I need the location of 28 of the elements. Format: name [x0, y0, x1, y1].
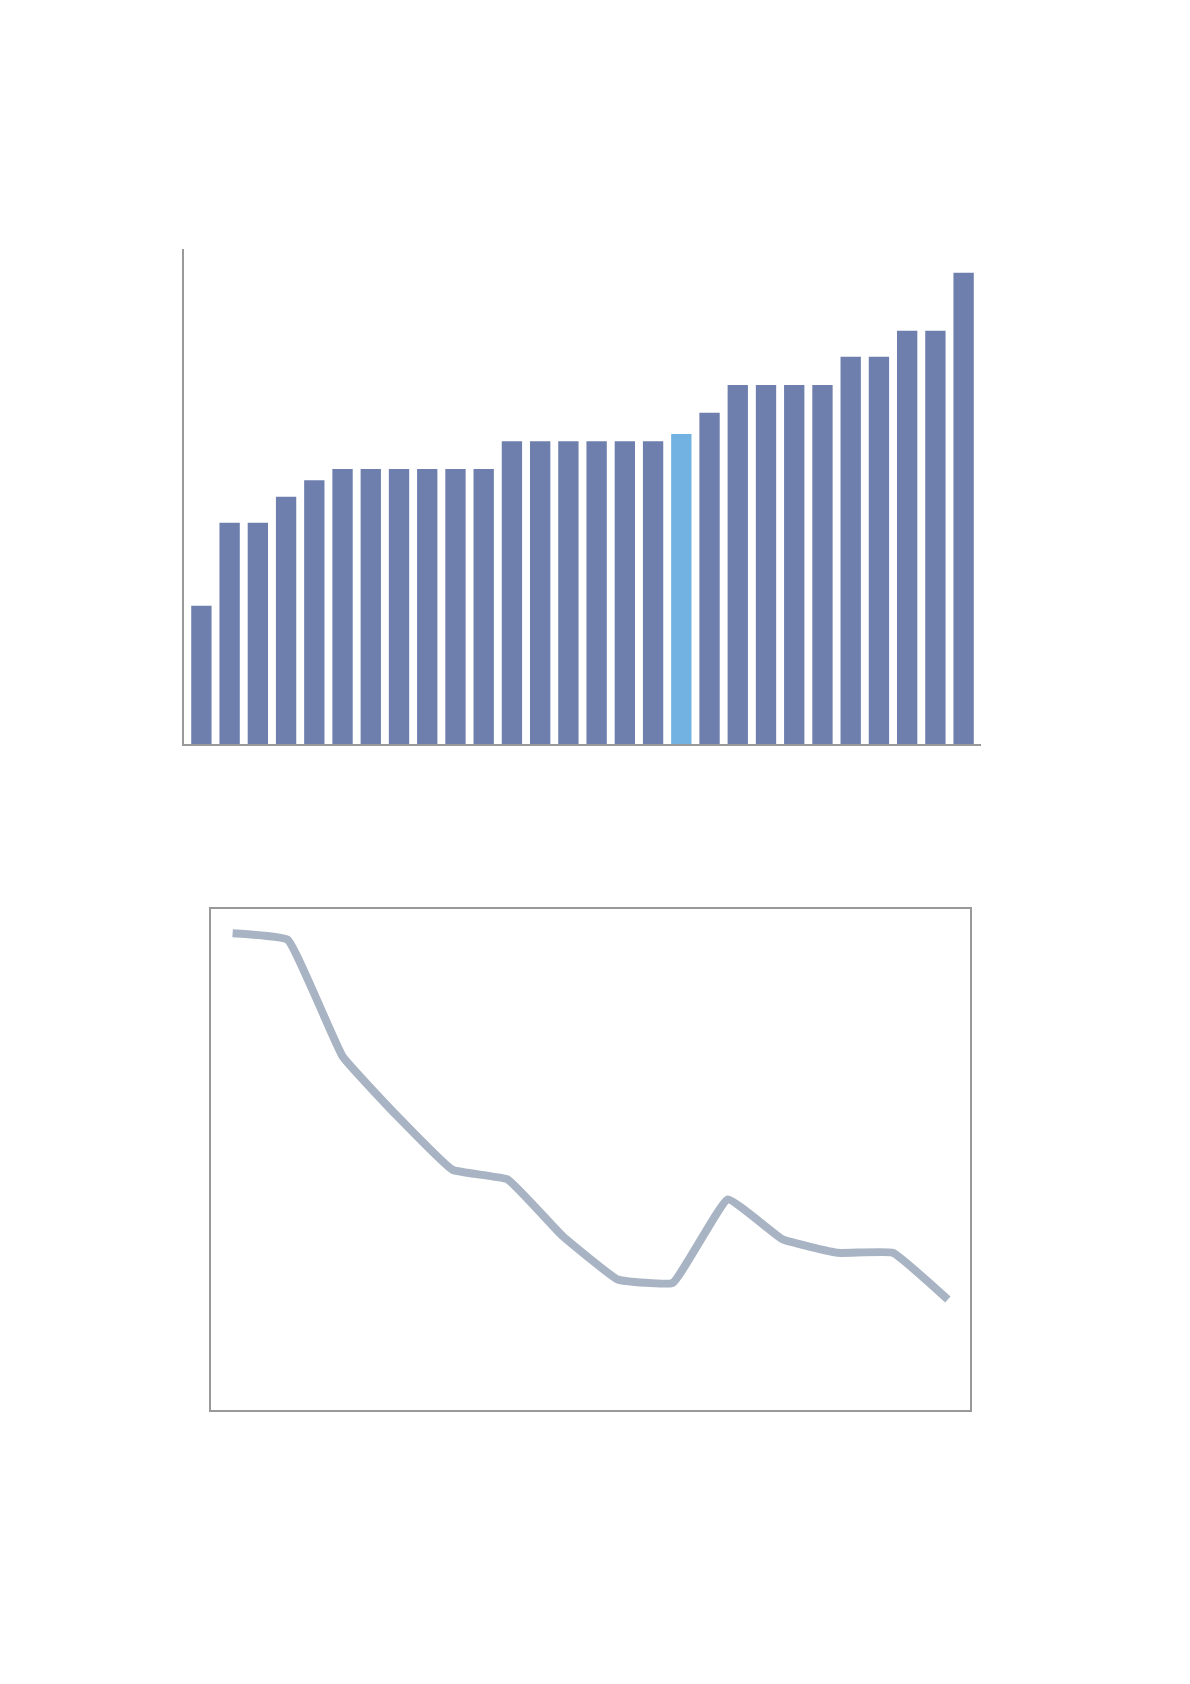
bar	[614, 441, 636, 745]
bar	[953, 272, 974, 745]
bar	[275, 496, 297, 745]
bar	[247, 522, 269, 745]
bar	[784, 385, 805, 745]
bar	[840, 356, 861, 745]
bar	[671, 434, 692, 745]
bar	[388, 468, 410, 745]
bar	[417, 468, 438, 745]
bar	[473, 468, 494, 745]
bar	[699, 412, 720, 745]
bar	[360, 468, 381, 745]
bar	[925, 330, 946, 745]
bar	[445, 468, 466, 745]
bar	[304, 480, 325, 745]
bar	[812, 385, 833, 745]
bar	[332, 468, 353, 745]
bar	[191, 605, 212, 745]
bar	[896, 330, 918, 745]
bar	[868, 356, 890, 745]
bar	[727, 385, 748, 745]
bar	[755, 385, 777, 745]
bar	[219, 522, 240, 745]
bar	[586, 441, 607, 745]
bar	[529, 441, 551, 745]
bar	[558, 441, 579, 745]
bar	[642, 441, 664, 745]
bar	[501, 441, 523, 745]
